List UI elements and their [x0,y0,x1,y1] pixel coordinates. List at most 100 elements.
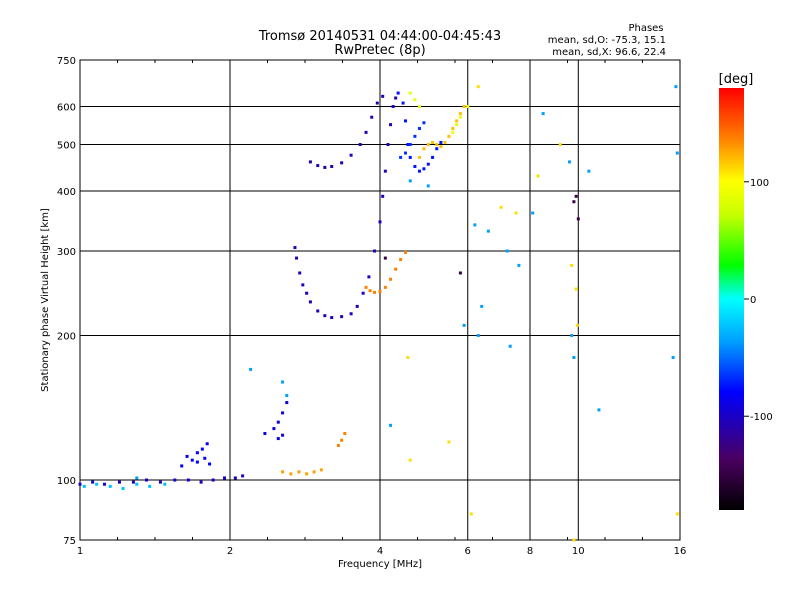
data-point [378,220,382,224]
data-point [394,267,398,271]
data-point [422,167,426,171]
x-tick-label: 1 [77,546,83,557]
colorbar-tick-label: 0 [750,295,756,306]
data-point [301,283,305,287]
data-point [439,140,443,144]
data-point [383,169,387,173]
data-point [117,480,121,484]
data-point [399,258,403,262]
data-point [399,155,403,159]
data-point [458,112,462,116]
data-point [447,134,451,138]
data-point [223,476,227,480]
data-point [417,126,421,130]
data-point [455,119,459,123]
data-point [158,480,162,484]
data-point [570,263,574,267]
data-point [308,300,312,304]
data-point [476,334,480,338]
data-point [431,155,435,159]
data-point [403,151,407,155]
data-point [406,355,410,359]
chart-subtitle: RwPretec (8p) [334,43,425,58]
y-tick-label: 500 [57,141,76,152]
data-point [375,101,379,105]
stats-line-o: mean, sd,O: -75.3, 15.1 [548,35,666,46]
data-point [408,179,412,183]
data-point [675,512,679,516]
data-point [406,143,410,147]
data-point [370,115,374,119]
data-point [587,169,591,173]
data-point [426,184,430,188]
colorbar-tick-label: -100 [750,412,773,423]
data-point [389,277,393,281]
data-point [383,285,387,289]
x-tick-label: 2 [227,546,233,557]
data-point [575,323,579,327]
data-point [145,478,149,482]
data-point [413,164,417,168]
data-point [422,121,426,125]
data-point [195,451,199,455]
data-point [541,112,545,116]
data-point [148,484,152,488]
data-point [298,271,302,275]
data-point [281,433,285,437]
data-point [336,444,340,448]
data-point [108,484,112,488]
data-point [466,105,470,109]
y-tick-label: 100 [57,476,76,487]
data-point [95,482,99,486]
data-point [281,380,285,384]
data-point [486,229,490,233]
data-point [367,275,371,279]
data-point [462,323,466,327]
data-point [135,476,139,480]
data-point [558,143,562,147]
data-point [499,205,503,209]
data-point [358,143,362,147]
data-point [389,123,393,127]
data-point [378,290,382,294]
data-point [473,223,477,227]
data-point [203,456,207,460]
data-points [78,85,679,542]
data-point [276,420,280,424]
data-point [319,468,323,472]
data-point [417,155,421,159]
data-point [173,478,177,482]
y-axis-label: Stationary phase Virtual Height [km] [40,208,51,392]
stats-header: Phases [628,23,663,34]
data-point [597,408,601,412]
data-point [91,480,95,484]
stats-line-x: mean, sd,X: 96.6, 22.4 [552,47,666,58]
data-point [508,344,512,348]
data-point [349,312,353,316]
data-point [435,147,439,151]
data-point [343,432,347,436]
y-tick-label: 300 [57,247,76,258]
colorbar-ticks: 100 0 -100 [744,178,773,423]
data-point [241,474,245,478]
data-point [422,147,426,151]
data-point [394,96,398,100]
data-point [323,314,327,318]
data-point [330,316,334,320]
data-point [514,211,518,215]
data-point [78,482,82,486]
data-point [272,427,276,431]
data-point [413,134,417,138]
data-point [439,145,443,149]
data-point [455,123,459,127]
data-point [361,291,365,295]
data-point [316,164,320,168]
data-point [401,101,405,105]
x-axis-label: Frequency [MHz] [338,559,422,570]
data-point [381,194,385,198]
data-point [195,460,199,464]
x-axis-ticks: 1 2 4 6 8 10 16 [77,60,686,557]
x-tick-label: 8 [527,546,533,557]
data-point [233,476,237,480]
